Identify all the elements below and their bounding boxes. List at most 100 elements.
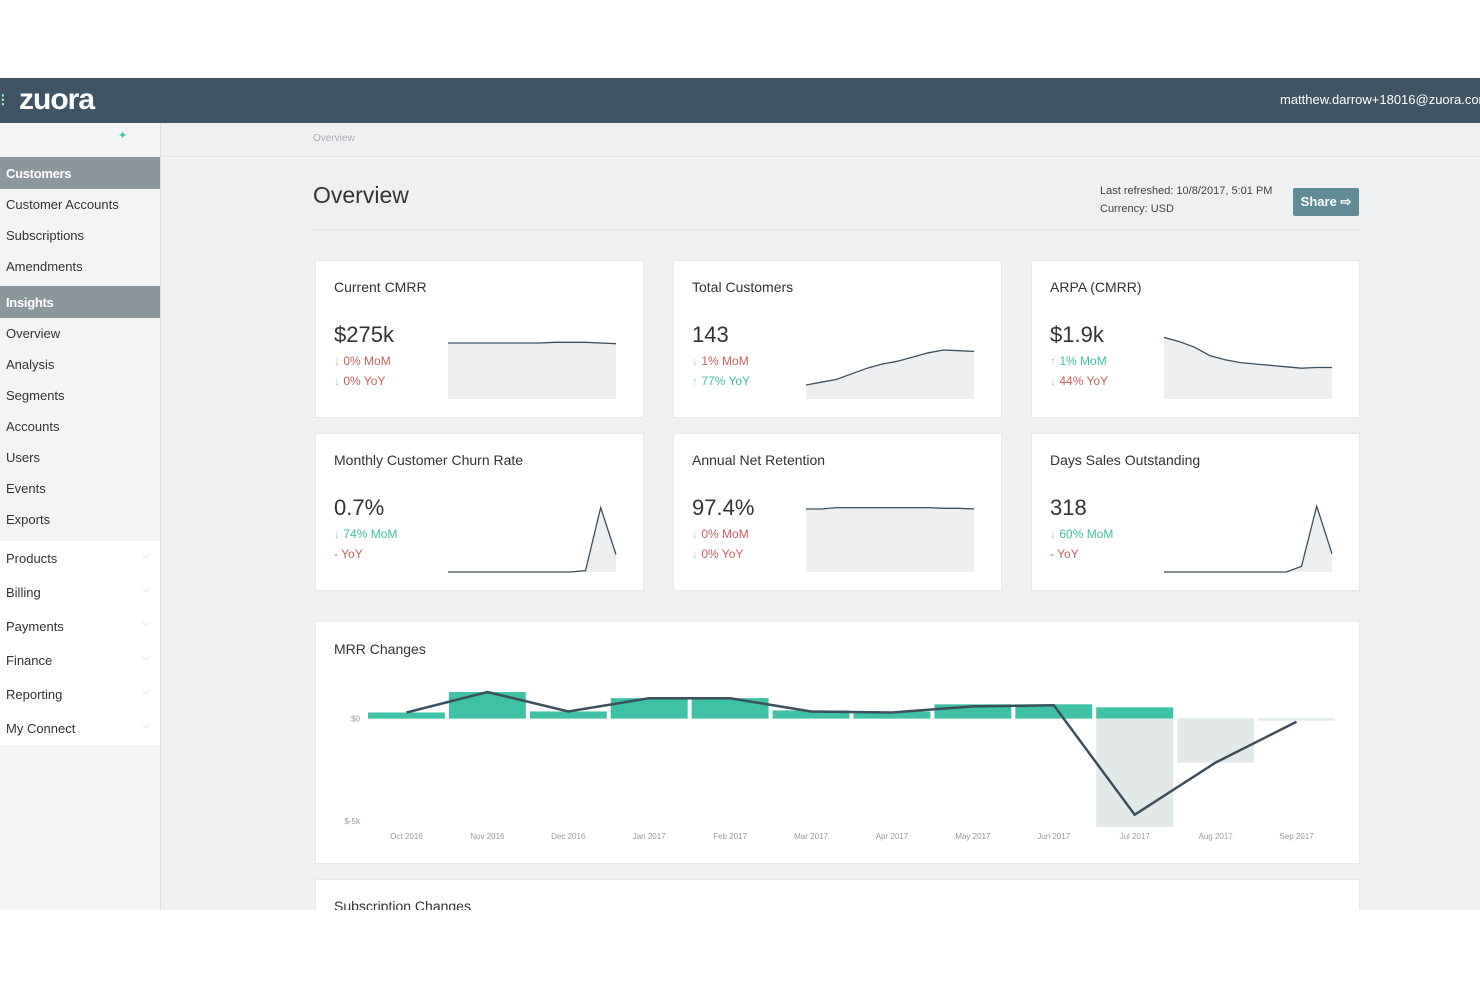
x-tick-label: Jun 2017 [1037, 832, 1070, 841]
change-text: - YoY [334, 547, 363, 561]
breadcrumb: Overview [313, 133, 355, 144]
menu-icon[interactable]: ⁝ [0, 90, 6, 110]
card-value: 97.4% [692, 495, 755, 520]
bar [368, 712, 445, 719]
bar [1096, 718, 1174, 827]
arrow-icon: ↓ [692, 547, 702, 561]
nav-item[interactable]: Exports [6, 512, 51, 527]
nav-item[interactable]: My Connect [6, 721, 76, 736]
nav-item[interactable]: Accounts [6, 419, 60, 434]
x-tick-label: Nov 2016 [470, 832, 505, 841]
change-row: ↓ 44% YoY [1050, 374, 1108, 388]
section-header[interactable] [0, 286, 160, 318]
mrr-chart: MRR Changes $0 $-5k Oct 2016 Nov 2016 Dec 20… [334, 641, 1335, 841]
section-header[interactable] [0, 157, 160, 189]
change-text: 0% MoM [701, 527, 749, 541]
nav-item[interactable]: Overview [6, 326, 61, 341]
arrow-icon: ↓ [692, 354, 702, 368]
card-value: $275k [334, 322, 394, 347]
sparkline [448, 341, 617, 399]
subscription-card: Subscription Changes [315, 879, 1360, 910]
nav-item[interactable]: Subscriptions [6, 228, 85, 243]
nav-item[interactable]: Finance [6, 653, 53, 668]
change-row: ↓ 1% MoM [692, 354, 749, 368]
metric-card: ARPA (CMRR) $1.9k ↑ 1% MoM ↓ 44% YoY [1031, 260, 1360, 418]
nav-item[interactable]: Users [6, 450, 40, 465]
bar [529, 718, 607, 720]
change-row: ↓ 74% MoM [334, 527, 397, 541]
sparkline-area [1164, 337, 1332, 399]
nav-item[interactable]: Analysis [6, 357, 55, 372]
change-text: 77% YoY [701, 374, 751, 388]
change-text: 1% MoM [701, 354, 749, 368]
card-value: 318 [1050, 495, 1087, 520]
sparkline-area [806, 507, 974, 572]
sparkline-area [1164, 506, 1332, 572]
net-line [406, 690, 1298, 817]
mrr-card: MRR Changes $0 $-5k Oct 2016 Nov 2016 Dec 20… [315, 621, 1360, 864]
change-row: ↓ 0% YoY [334, 374, 385, 388]
x-tick-label: Jan 2017 [633, 832, 666, 841]
arrow-icon: ↓ [334, 527, 344, 541]
metric-card: Total Customers 143 ↓ 1% MoM ↑ 77% YoY [673, 260, 1002, 418]
x-tick-label: Apr 2017 [876, 832, 909, 841]
sparkline [1164, 336, 1332, 399]
sparkline [448, 505, 617, 573]
bar [1015, 704, 1093, 719]
metric-card: Monthly Customer Churn Rate 0.7% ↓ 74% MoM… [315, 433, 644, 591]
chevron: ⌵ [142, 651, 151, 663]
divider [162, 156, 1480, 157]
x-tick-label: Aug 2017 [1198, 832, 1233, 841]
change-row: ↑ 77% YoY [692, 374, 750, 388]
card-title: Days Sales Outstanding [1050, 452, 1201, 468]
sidebar: ✦ Customers Customer Accounts Subscriptions… [0, 123, 161, 910]
sparkline-line [806, 506, 975, 510]
top-bar: ⁝ zuora matthew.darrow+18016@zuora.com [0, 78, 1480, 123]
logo[interactable]: zuora [19, 83, 95, 116]
section-title: Subscription Changes [334, 898, 471, 910]
x-tick-label: Mar 2017 [794, 832, 828, 841]
nav-item[interactable]: Products [6, 551, 58, 566]
share-button[interactable]: Share ⇨ [1293, 188, 1359, 216]
bar [691, 698, 769, 719]
bar [691, 718, 769, 720]
x-tick-label: May 2017 [955, 832, 991, 841]
bar [610, 698, 688, 719]
nav-item[interactable]: Segments [6, 388, 65, 403]
chevron: ⌵ [142, 617, 151, 629]
bar [1177, 718, 1255, 763]
sparkline-line [448, 341, 617, 345]
metric-card: Annual Net Retention 97.4% ↓ 0% MoM ↓ 0% Yo… [673, 433, 1002, 591]
arrow-icon: ↓ [334, 374, 344, 388]
bar [1096, 707, 1174, 719]
user-email[interactable]: matthew.darrow+18016@zuora.com [1280, 92, 1480, 107]
nav-item[interactable]: Billing [6, 585, 41, 600]
section-title[interactable]: Insights [6, 295, 54, 310]
card-title: Monthly Customer Churn Rate [334, 452, 524, 468]
chevron: ⌵ [142, 549, 151, 561]
change-text: 0% YoY [701, 547, 744, 561]
y-tick-label: $0 [351, 715, 360, 724]
nav-item[interactable]: Payments [6, 619, 64, 634]
nav-item[interactable]: Events [6, 481, 46, 496]
sparkline-area [448, 342, 616, 399]
arrow-icon: ↓ [1050, 527, 1060, 541]
chevron: ⌵ [142, 685, 151, 697]
change-text: 0% YoY [343, 374, 386, 388]
sparkline-line [1164, 503, 1333, 573]
section-title[interactable]: Customers [6, 166, 72, 181]
nav-item[interactable]: Reporting [6, 687, 63, 702]
sparkline-line [806, 349, 975, 386]
nav-item[interactable]: Customer Accounts [6, 197, 119, 212]
card-value: $1.9k [1050, 322, 1104, 347]
nav-item[interactable]: Amendments [6, 259, 83, 274]
sparkline [806, 349, 975, 399]
change-text: 1% MoM [1059, 354, 1107, 368]
sparkline [806, 506, 975, 572]
change-row: ↓ 0% YoY [692, 547, 743, 561]
bar [772, 718, 850, 720]
sparkline [1164, 503, 1333, 573]
last-refreshed: Last refreshed: 10/8/2017, 5:01 PM [1100, 185, 1273, 197]
share-label[interactable]: Share [1300, 194, 1337, 209]
